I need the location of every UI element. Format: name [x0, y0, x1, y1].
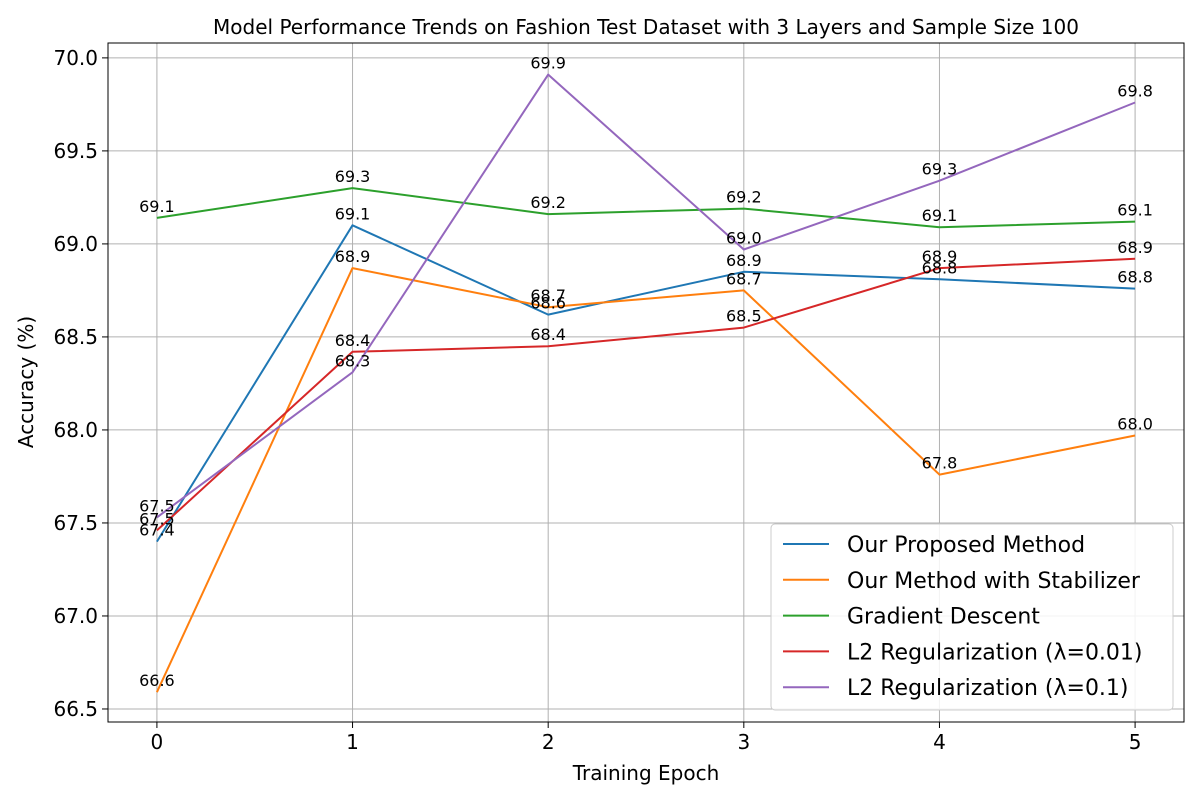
y-tick-label: 68.0: [53, 418, 98, 442]
axis-ticks: 0 1 2 3 4 5 66.5 67.0 67.5 68.0 68.5 69.0 69.5 70.0: [53, 46, 1141, 754]
legend-entry: Our Method with Stabilizer: [847, 569, 1141, 594]
legend-box: [770, 523, 1174, 711]
data-label: 68.8: [1117, 268, 1153, 287]
data-label: 67.5: [139, 509, 175, 528]
data-label: 68.0: [1117, 415, 1153, 434]
data-label: 69.1: [139, 197, 175, 216]
x-tick-label: 2: [542, 730, 555, 754]
data-label: 69.0: [726, 228, 762, 247]
plot-frame: [107, 42, 1185, 723]
y-axis-label: Accuracy (%): [14, 316, 38, 448]
data-label: 68.4: [530, 325, 566, 344]
series-line-3: [156, 187, 1136, 229]
data-label: 67.4: [139, 521, 175, 540]
data-label: 66.6: [139, 671, 175, 690]
y-tick-label: 70.0: [53, 46, 98, 70]
chart-title: Model Performance Trends on Fashion Test…: [213, 15, 1079, 39]
data-label: 68.4: [335, 331, 371, 350]
data-label: 68.7: [726, 269, 762, 288]
legend-entry: Our Proposed Method: [847, 533, 1085, 558]
series-line-5: [156, 73, 1136, 519]
data-label: 69.2: [726, 188, 762, 207]
data-label: 68.5: [726, 307, 762, 326]
data-label: 69.1: [335, 204, 371, 223]
data-label: 68.6: [530, 294, 566, 313]
series-line-1: [156, 224, 1136, 543]
legend-entry: L2 Regularization (λ=0.1): [847, 676, 1129, 701]
data-label: 69.8: [1117, 82, 1153, 101]
data-label: 68.9: [922, 247, 958, 266]
data-label: 69.1: [1117, 201, 1153, 220]
data-label: 69.3: [335, 167, 371, 186]
legend: Our Proposed Method Our Method with Stabi…: [770, 523, 1174, 711]
x-tick-label: 4: [933, 730, 946, 754]
data-label: 67.5: [139, 496, 175, 515]
x-tick-label: 1: [346, 730, 359, 754]
x-tick-label: 3: [737, 730, 750, 754]
legend-entry: L2 Regularization (λ=0.01): [847, 640, 1143, 665]
data-label: 69.3: [922, 160, 958, 179]
data-label: 68.9: [1117, 238, 1153, 257]
x-axis-label: Training Epoch: [572, 761, 720, 785]
data-label: 69.1: [922, 206, 958, 225]
grid: [108, 43, 1184, 722]
y-tick-label: 69.0: [53, 232, 98, 256]
series-line-2: [155, 267, 1136, 693]
y-tick-label: 67.5: [53, 511, 98, 535]
data-label: 68.3: [335, 351, 371, 370]
data-label: 68.7: [530, 286, 566, 305]
data-label: 69.9: [530, 54, 566, 73]
y-tick-label: 67.0: [53, 604, 98, 628]
data-label: 67.8: [922, 454, 958, 473]
x-tick-label: 0: [151, 730, 164, 754]
data-labels: 67.469.168.668.9 68.8 68.866.668.968.768.7…: [139, 54, 1153, 691]
legend-entry: Gradient Descent: [847, 605, 1040, 630]
y-tick-label: 69.5: [53, 139, 98, 163]
series-lines: [155, 73, 1136, 693]
y-tick-label: 66.5: [53, 697, 98, 721]
x-tick-label: 5: [1129, 730, 1142, 754]
series-line-4: [156, 257, 1136, 532]
y-tick-label: 68.5: [53, 325, 98, 349]
data-label: 68.9: [335, 247, 371, 266]
data-label: 68.8: [922, 258, 958, 277]
data-label: 69.2: [530, 193, 566, 212]
data-label: 68.9: [726, 251, 762, 270]
